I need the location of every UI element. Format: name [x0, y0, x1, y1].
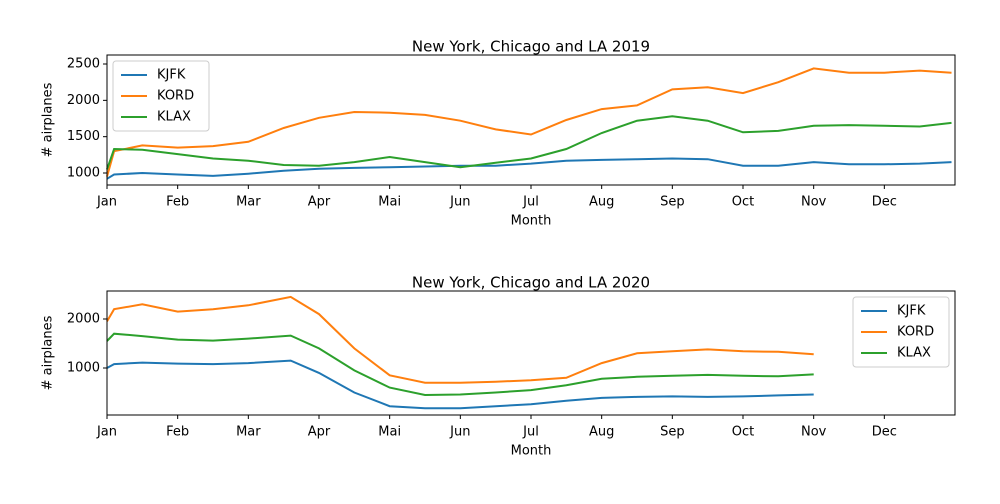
series-line	[106, 157, 952, 180]
series-line	[106, 359, 814, 410]
legend-label: KLAX	[157, 110, 191, 125]
x-tick-label: Jun	[449, 195, 470, 210]
legend-label: KORD	[157, 89, 194, 104]
y-axis-label: # airplanes	[41, 315, 56, 390]
legend-label: KJFK	[897, 304, 926, 319]
x-tick-label: Oct	[732, 195, 754, 210]
x-tick-label: Dec	[872, 195, 897, 210]
y-tick-label: 1500	[67, 129, 100, 144]
legend: KJFK KORD KLAX	[852, 296, 950, 368]
x-tick-label: Aug	[589, 425, 614, 440]
legend-box	[852, 296, 950, 368]
x-tick-label: Sep	[660, 425, 685, 440]
legend: KJFK KORD KLAX	[112, 60, 210, 132]
y-tick-label: 2000	[67, 93, 100, 108]
y-tick-label: 2500	[67, 57, 100, 72]
x-axis-label: Month	[511, 214, 552, 229]
x-axis-label: Month	[511, 444, 552, 459]
y-axis-label: # airplanes	[41, 82, 56, 157]
x-tick-label: Jul	[522, 425, 539, 440]
axes-frame	[106, 54, 956, 186]
y-tick-label: 1000	[67, 166, 100, 181]
series-line	[106, 332, 814, 397]
series-line	[106, 295, 814, 384]
chart-title: New York, Chicago and LA 2019	[412, 38, 650, 56]
x-tick-label: Aug	[589, 195, 614, 210]
x-tick-label: Apr	[308, 195, 331, 210]
chart-title: New York, Chicago and LA 2020	[412, 274, 650, 292]
x-tick-label: Mar	[236, 425, 261, 440]
x-tick-label: Nov	[801, 195, 827, 210]
x-tick-label: Mai	[378, 425, 401, 440]
x-tick-label: Oct	[732, 425, 754, 440]
axes-frame	[106, 290, 956, 416]
x-tick-label: Mai	[378, 195, 401, 210]
x-tick-label: Nov	[801, 425, 827, 440]
x-tick-label: Sep	[660, 195, 685, 210]
series-line	[106, 115, 952, 170]
x-tick-label: Jan	[96, 425, 117, 440]
x-tick-label: Dec	[872, 425, 897, 440]
x-tick-label: Jun	[449, 425, 470, 440]
x-tick-label: Mar	[236, 195, 261, 210]
x-tick-label: Jan	[96, 195, 117, 210]
legend-label: KLAX	[897, 346, 931, 361]
y-tick-label: 1000	[67, 360, 100, 375]
legend-label: KJFK	[157, 68, 186, 83]
x-tick-label: Feb	[166, 195, 189, 210]
x-tick-label: Jul	[522, 195, 539, 210]
series-line	[106, 67, 952, 177]
x-tick-label: Apr	[308, 425, 331, 440]
y-tick-label: 2000	[67, 311, 100, 326]
legend-label: KORD	[897, 325, 934, 340]
x-tick-label: Feb	[166, 425, 189, 440]
legend-box	[112, 60, 210, 132]
